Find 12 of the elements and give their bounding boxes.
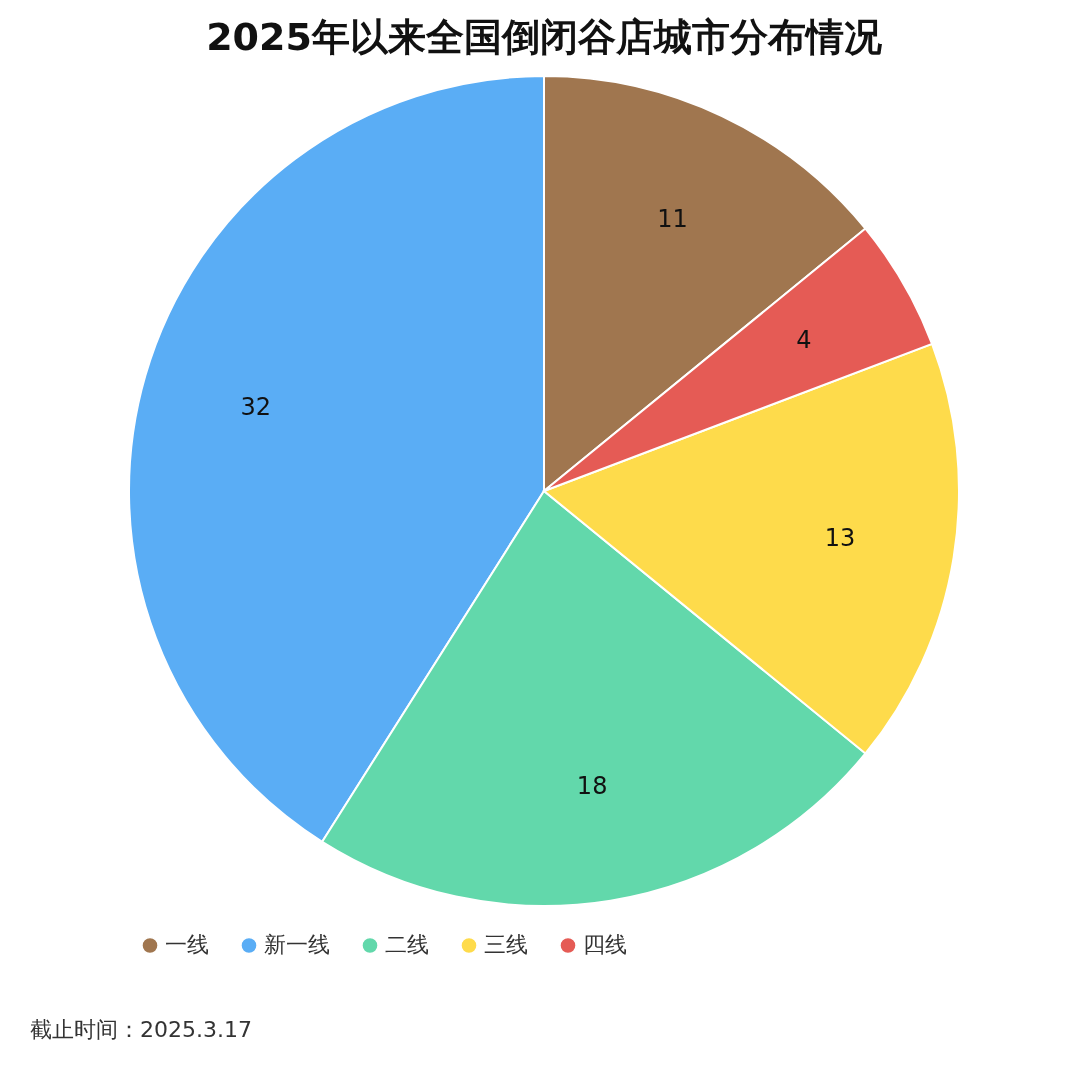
data-label: 4 [796,326,812,354]
text: 截止时间：2025.3.17 [30,1016,252,1044]
data-label: 18 [576,772,608,801]
legend-label: 三线 [484,932,528,958]
data-label: 13 [824,524,856,553]
legend-label: 二线 [385,932,429,958]
chart-title: 2025年以来全国倒闭谷店城市分布情况 [206,15,882,59]
legend-label: 一线 [165,932,209,958]
data-label: 11 [657,204,688,233]
data-label: 32 [240,392,272,421]
legend-label: 四线 [583,932,627,958]
legend-label: 新一线 [264,932,330,958]
